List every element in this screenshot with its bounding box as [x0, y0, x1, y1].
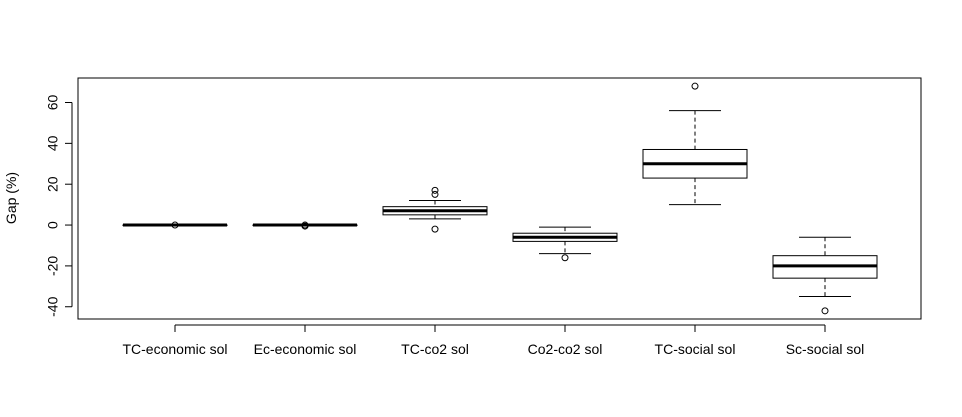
y-axis-label: Gap (%)	[3, 172, 19, 224]
x-tick-label: Ec-economic sol	[254, 341, 357, 357]
x-tick-label: Co2-co2 sol	[528, 341, 603, 357]
x-tick-label: Sc-social sol	[786, 341, 865, 357]
outlier-point	[431, 186, 439, 194]
outlier-point	[431, 190, 439, 198]
y-tick-label: 60	[45, 95, 61, 111]
y-tick-label: -20	[45, 256, 61, 276]
outlier-point	[561, 254, 569, 262]
plot-frame	[77, 77, 922, 320]
y-tick-label: 20	[45, 176, 61, 192]
outlier-point	[301, 222, 309, 230]
x-tick-label: TC-economic sol	[122, 341, 227, 357]
x-tick-label: TC-co2 sol	[401, 341, 469, 357]
y-tick-label: 0	[45, 221, 61, 229]
outlier-point	[171, 221, 179, 229]
outlier-point	[821, 307, 829, 315]
y-tick-label: -40	[45, 296, 61, 316]
outlier-point	[431, 225, 439, 233]
y-tick-label: 40	[45, 135, 61, 151]
outlier-point	[691, 82, 699, 90]
x-tick-label: TC-social sol	[655, 341, 736, 357]
